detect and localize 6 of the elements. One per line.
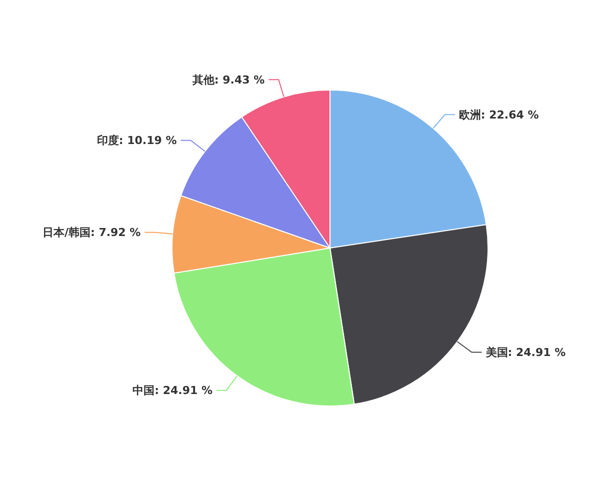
slice-label: 欧洲: 22.64 % bbox=[458, 108, 539, 122]
slice-label: 日本/韩国: 7.92 % bbox=[42, 226, 141, 240]
slice-label: 印度: 10.19 % bbox=[96, 134, 177, 148]
slice-label: 其他: 9.43 % bbox=[191, 74, 265, 87]
slice-label: 中国: 24.91 % bbox=[132, 384, 213, 398]
slice-label: 美国: 24.91 % bbox=[484, 346, 566, 360]
